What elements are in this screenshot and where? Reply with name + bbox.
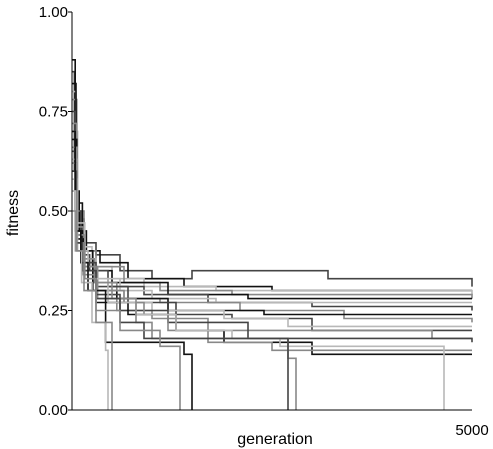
series-line [72, 150, 472, 332]
series-line [72, 98, 473, 299]
series-line [72, 82, 472, 300]
series-line [72, 190, 181, 410]
series-line [72, 110, 473, 311]
axes-layer: 0.00 0.25 0.50 0.75 1.00 5000 generation fit… [5, 4, 489, 448]
series-line [72, 170, 473, 343]
series-line [72, 170, 472, 352]
y-tick-label: 0.75 [39, 104, 68, 121]
series-line [72, 130, 472, 304]
y-tick-label: 1.00 [39, 4, 68, 21]
series-line [72, 122, 473, 323]
series-line [72, 70, 473, 287]
x-ticks: 5000 [455, 422, 488, 439]
series-line [72, 59, 472, 292]
series-line [72, 90, 473, 295]
y-axis-title: fitness [5, 190, 22, 236]
series-line [72, 170, 289, 410]
y-tick-label: 0.25 [39, 303, 68, 320]
series-line [72, 210, 113, 410]
series-line [72, 158, 472, 328]
series-layer [72, 59, 473, 410]
x-axis-title: generation [237, 431, 313, 448]
y-tick-label: 0.00 [39, 402, 68, 419]
y-ticks: 0.00 0.25 0.50 0.75 1.00 [39, 4, 72, 419]
y-tick-label: 0.50 [39, 203, 68, 220]
x-tick-label: 5000 [455, 422, 488, 439]
